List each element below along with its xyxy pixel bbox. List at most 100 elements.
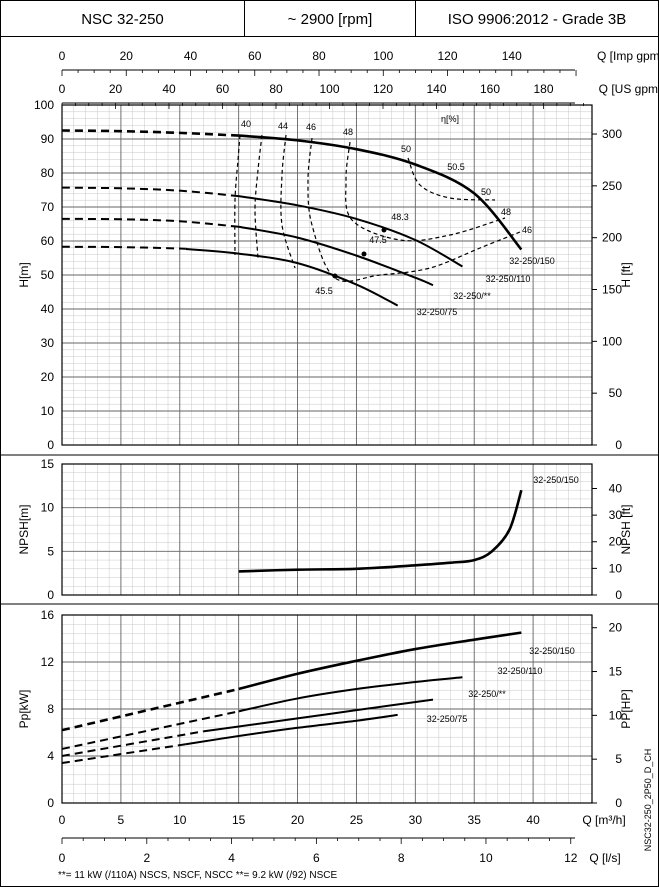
power-curve-dashed [61,687,239,732]
top-axis-tick-label: 20 [120,49,134,63]
efficiency-contour [407,157,496,201]
y-right-tick-label: 0 [615,588,622,602]
y-right-tick-label: 50 [609,386,623,400]
bottom-axis-label: Q [l/s] [589,851,620,865]
y-right-tick-label: 40 [609,481,623,495]
top-axis-tick-label: 80 [312,49,326,63]
efficiency-contour [307,137,521,282]
y-tick-label: 0 [47,438,54,452]
efficiency-value: 46 [522,225,532,235]
power-curve [203,698,434,733]
y-axis-label: Pp[kW] [17,690,31,729]
head-series-label: 32-250/150 [509,256,555,266]
head-series-label: 32-250/110 [486,274,531,284]
y-tick-label: 40 [41,302,55,316]
y-tick-label: 8 [47,702,54,716]
npsh-series-label: 32-250/150 [533,475,579,485]
bottom-axis-tick-label: 2 [143,851,150,865]
x-tick-label: 15 [232,813,246,827]
y-axis-label: NPSH[m] [17,504,31,554]
y-right-tick-label: 10 [609,708,623,722]
head-curve [238,134,523,251]
head-series-label: 32-250/75 [417,307,458,317]
y-tick-label: 4 [47,749,54,763]
y-tick-label: 5 [47,544,54,558]
y-axis-label: H[m] [17,262,31,287]
y-tick-label: 50 [41,268,55,282]
power-series-label: 32-250/110 [498,666,543,676]
x-tick-label: 10 [173,813,187,827]
x-tick-label: 35 [468,813,482,827]
efficiency-contour [234,134,241,256]
x-tick-label: 25 [350,813,364,827]
y-tick-label: 30 [41,336,55,350]
efficiency-value: 48 [343,127,353,137]
bottom-axis-tick-label: 0 [59,851,66,865]
footnote: **= 11 kW (/110A) NSCS, NSCF, NSCC **= 9… [58,870,338,881]
top-axis-tick-label: 120 [438,49,458,63]
efficiency-value: 44 [278,121,288,131]
efficiency-value: 48.3 [391,212,409,222]
efficiency-value: 48 [501,207,511,217]
document-code: NSC32-250_2P50_D_CH [643,749,653,852]
bottom-axis-tick-label: 12 [564,851,578,865]
x-axis-label: Q [m³/h] [582,813,625,827]
head-curve [238,225,434,287]
top-axis-tick-label: 40 [162,82,176,96]
efficiency-contour [280,134,296,269]
efficiency-label: η[%] [441,114,459,124]
top-axis-tick-label: 60 [216,82,230,96]
y-right-axis-label: NPSH [ft] [619,504,633,554]
plot-frame [61,104,593,446]
top-axis-label: Q [US gpm] [599,82,659,96]
y-tick-label: 90 [41,132,55,146]
y-tick-label: 15 [41,457,55,471]
efficiency-marker [381,227,387,233]
power-series-label: 32-250/** [468,689,506,699]
top-axis-tick-label: 100 [319,82,339,96]
bottom-axis-tick-label: 10 [479,851,493,865]
y-right-tick-label: 0 [615,438,622,452]
y-tick-label: 10 [41,404,55,418]
y-right-tick-label: 0 [615,796,622,810]
y-tick-label: 16 [41,608,55,622]
head-curve-dashed [61,186,239,198]
y-right-tick-label: 15 [609,665,623,679]
efficiency-value: 50 [401,144,411,154]
plot-frame [61,614,593,804]
grid-layer [0,36,659,887]
y-right-tick-label: 250 [602,179,622,193]
y-right-tick-label: 20 [609,535,623,549]
y-right-tick-label: 300 [602,127,622,141]
power-curve [238,676,463,713]
top-axis-label: Q [Imp gpm] [597,49,659,63]
bottom-axis-tick-label: 6 [313,851,320,865]
y-tick-label: 0 [47,796,54,810]
top-axis-tick-label: 100 [373,49,393,63]
top-axis-tick-label: 160 [480,82,500,96]
y-tick-label: 60 [41,234,55,248]
x-tick-label: 5 [118,813,125,827]
x-tick-label: 20 [291,813,305,827]
power-series-label: 32-250/150 [529,646,575,656]
head-series-label: 32-250/** [453,291,491,301]
top-axis-tick-label: 180 [533,82,553,96]
efficiency-value: 45.5 [315,286,333,296]
y-tick-label: 100 [34,98,54,112]
text-layer: 0102030405060708090100050100150200250300… [17,49,659,865]
y-tick-label: 12 [41,655,55,669]
efficiency-value: 46 [306,122,316,132]
head-curve [185,247,399,307]
y-tick-label: 70 [41,200,55,214]
top-axis-tick-label: 80 [269,82,283,96]
x-tick-label: 30 [409,813,423,827]
y-tick-label: 0 [47,588,54,602]
efficiency-value: 50 [481,187,491,197]
y-tick-label: 10 [41,501,55,515]
efficiency-marker [332,273,338,279]
y-right-tick-label: 10 [609,561,623,575]
top-axis-tick-label: 40 [184,49,198,63]
power-curve-dashed [61,710,239,750]
efficiency-value: 50.5 [447,162,465,172]
